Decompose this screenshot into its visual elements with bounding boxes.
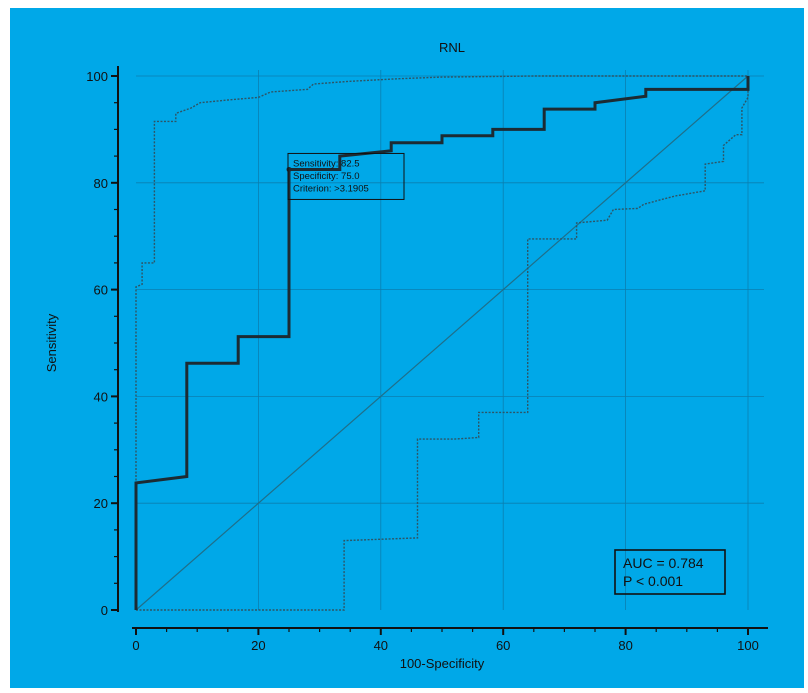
x-axis-title: 100-Specificity: [400, 656, 485, 671]
chart-background: [10, 8, 804, 688]
criterion-value-text: Criterion: >3.1905: [293, 183, 369, 194]
y-tick-label: 80: [94, 176, 108, 191]
criterion-specificity-text: Specificity: 75.0: [293, 171, 360, 182]
series-roc-line: [134, 76, 750, 610]
criterion-box-frame: [287, 152, 405, 200]
y-tick-label: 60: [94, 283, 108, 298]
chart-title: RNL: [439, 40, 465, 55]
x-tick-label: 60: [496, 638, 510, 653]
auc-text: AUC = 0.784: [623, 555, 704, 571]
y-tick-label: 0: [101, 603, 108, 618]
criterion-sensitivity-text: Sensitivity: 82.5: [293, 158, 360, 169]
y-axis-title: Sensitivity: [44, 313, 59, 372]
stats-box-frame: [614, 549, 726, 595]
axes: 0 20 40 60 80 100 0 20 40 60 80 100: [86, 66, 768, 653]
x-tick-label: 100: [737, 638, 759, 653]
y-tick-label: 40: [94, 389, 108, 404]
x-tick-label: 20: [251, 638, 265, 653]
criterion-box: Sensitivity: 82.5 Specificity: 75.0 Crit…: [287, 152, 405, 200]
p-value-text: P < 0.001: [623, 573, 683, 589]
y-tick-label: 20: [94, 496, 108, 511]
series-ci-lower-line: [136, 76, 749, 611]
x-tick-label: 80: [618, 638, 632, 653]
x-tick-label: 40: [374, 638, 388, 653]
criterion-point: [286, 166, 292, 172]
y-tick-label: 100: [86, 69, 108, 84]
stats-box: AUC = 0.784 P < 0.001: [614, 549, 726, 595]
series-reference-line: [135, 75, 749, 611]
series-ci-upper-line: [135, 75, 748, 610]
x-tick-label: 0: [132, 638, 139, 653]
